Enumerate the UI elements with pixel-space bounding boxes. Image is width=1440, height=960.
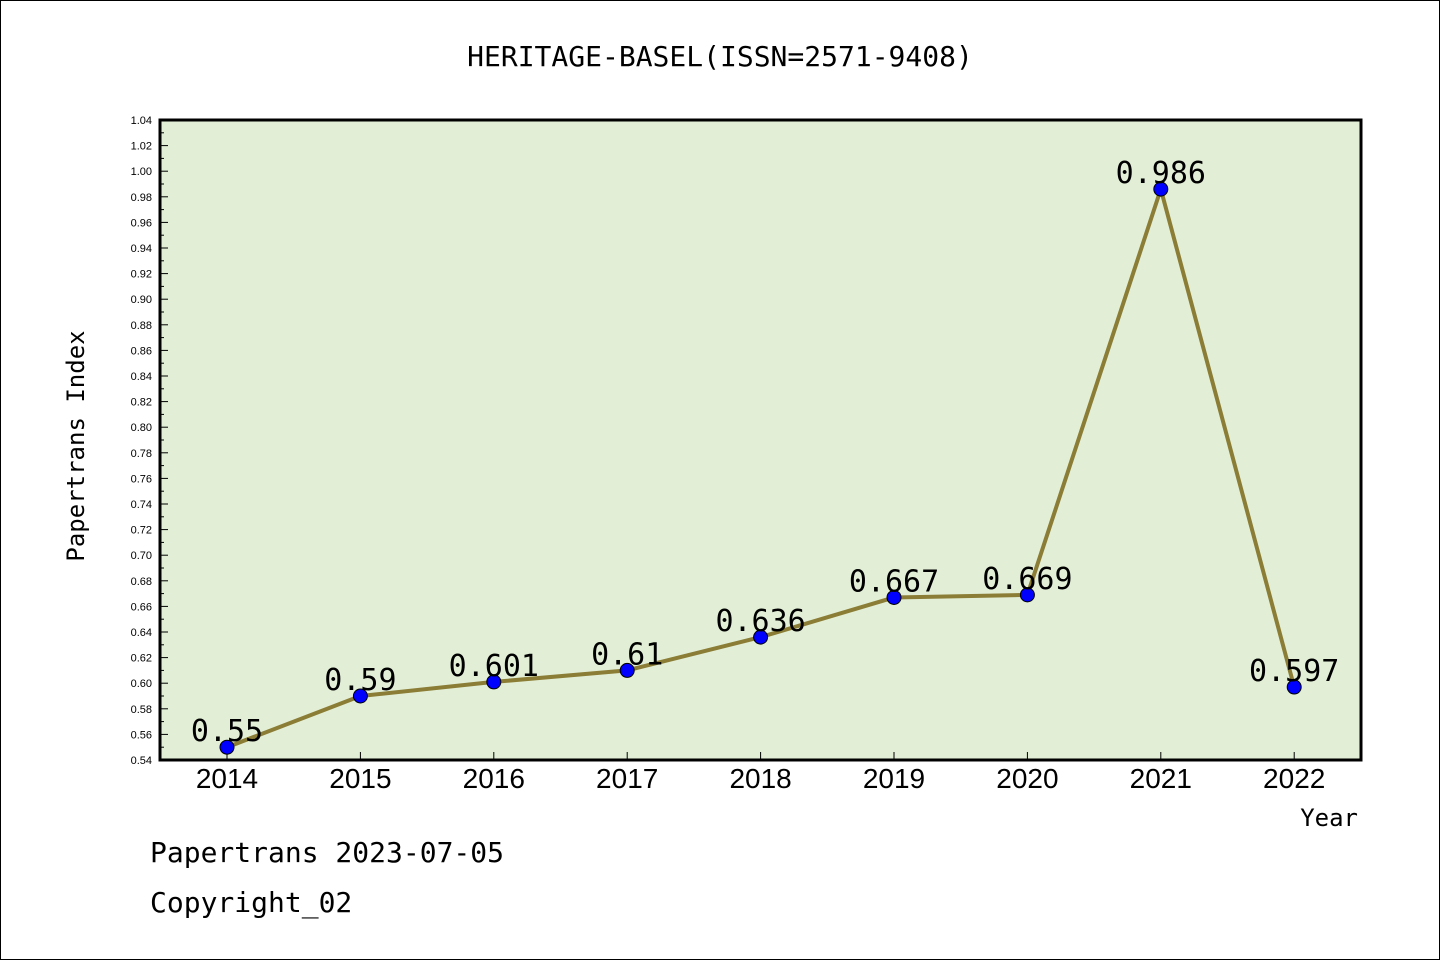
y-tick-label: 0.78 [131, 448, 152, 460]
chart-title: HERITAGE-BASEL(ISSN=2571-9408) [467, 40, 973, 73]
y-tick-label: 0.96 [131, 217, 152, 229]
y-tick-label: 0.54 [131, 755, 152, 767]
y-tick-label: 0.60 [131, 678, 152, 690]
y-tick-label: 0.56 [131, 729, 152, 741]
data-point [352, 688, 368, 704]
y-tick-label: 1.00 [131, 166, 152, 178]
y-tick-label: 0.70 [131, 550, 152, 562]
data-label: 0.55 [191, 714, 263, 749]
y-tick-label: 1.02 [131, 141, 152, 153]
y-tick-label: 0.86 [131, 345, 152, 357]
y-axis-label: Papertrans Index [62, 330, 90, 561]
footer-date: Papertrans 2023-07-05 [150, 836, 505, 869]
y-tick-label: 0.64 [131, 627, 152, 639]
data-label: 0.986 [1116, 156, 1206, 191]
data-point [753, 629, 769, 645]
y-tick-label: 0.58 [131, 704, 152, 716]
data-label: 0.636 [715, 604, 805, 639]
y-tick-label: 0.74 [131, 499, 152, 511]
data-point [219, 739, 235, 755]
y-tick-label: 0.80 [131, 422, 152, 434]
y-tick-label: 0.66 [131, 601, 152, 613]
data-label: 0.61 [591, 637, 663, 672]
data-point [1153, 181, 1169, 197]
data-point [886, 589, 902, 605]
x-axis-label: Year [1300, 804, 1358, 832]
data-point [486, 674, 502, 690]
y-tick-label: 0.92 [131, 269, 152, 281]
x-tick-label: 2018 [729, 763, 791, 794]
y-tick-label: 0.82 [131, 397, 152, 409]
data-point [1019, 587, 1035, 603]
plot-area [158, 118, 1363, 762]
data-point [1286, 679, 1302, 695]
x-tick-label: 2014 [196, 763, 258, 794]
y-tick-label: 0.90 [131, 294, 152, 306]
y-tick-label: 1.04 [131, 115, 152, 127]
x-tick-label: 2016 [463, 763, 525, 794]
x-axis-ticks: 2014 2015 2016 2017 2018 2019 2020 2021 2022 [196, 752, 1325, 794]
x-tick-label: 2021 [1130, 763, 1192, 794]
y-tick-label: 0.88 [131, 320, 152, 332]
x-tick-label: 2017 [596, 763, 658, 794]
x-tick-label: 2022 [1263, 763, 1325, 794]
data-label: 0.601 [449, 649, 539, 684]
series-layer: 0.55 0.59 0.601 0.61 0.636 0.667 0.669 0.986 0.5… [191, 156, 1339, 755]
data-label: 0.59 [324, 663, 396, 698]
y-tick-label: 0.98 [131, 192, 152, 204]
y-tick-label: 0.68 [131, 576, 152, 588]
x-tick-label: 2015 [329, 763, 391, 794]
data-label: 0.667 [849, 564, 939, 599]
footer-copyright: Copyright_02 [150, 886, 353, 919]
data-label: 0.597 [1249, 654, 1339, 689]
y-tick-label: 0.84 [131, 371, 152, 383]
y-tick-label: 0.72 [131, 525, 152, 537]
y-tick-label: 0.76 [131, 473, 152, 485]
y-tick-label: 0.94 [131, 243, 152, 255]
x-tick-label: 2020 [996, 763, 1058, 794]
data-point [619, 662, 635, 678]
x-tick-label: 2019 [863, 763, 925, 794]
data-label: 0.669 [982, 562, 1072, 597]
y-tick-label: 0.62 [131, 653, 152, 665]
y-axis-ticks: 0.54 0.56 0.58 0.60 0.62 0.64 0.66 0.68 0.70 0.72… [131, 115, 168, 767]
